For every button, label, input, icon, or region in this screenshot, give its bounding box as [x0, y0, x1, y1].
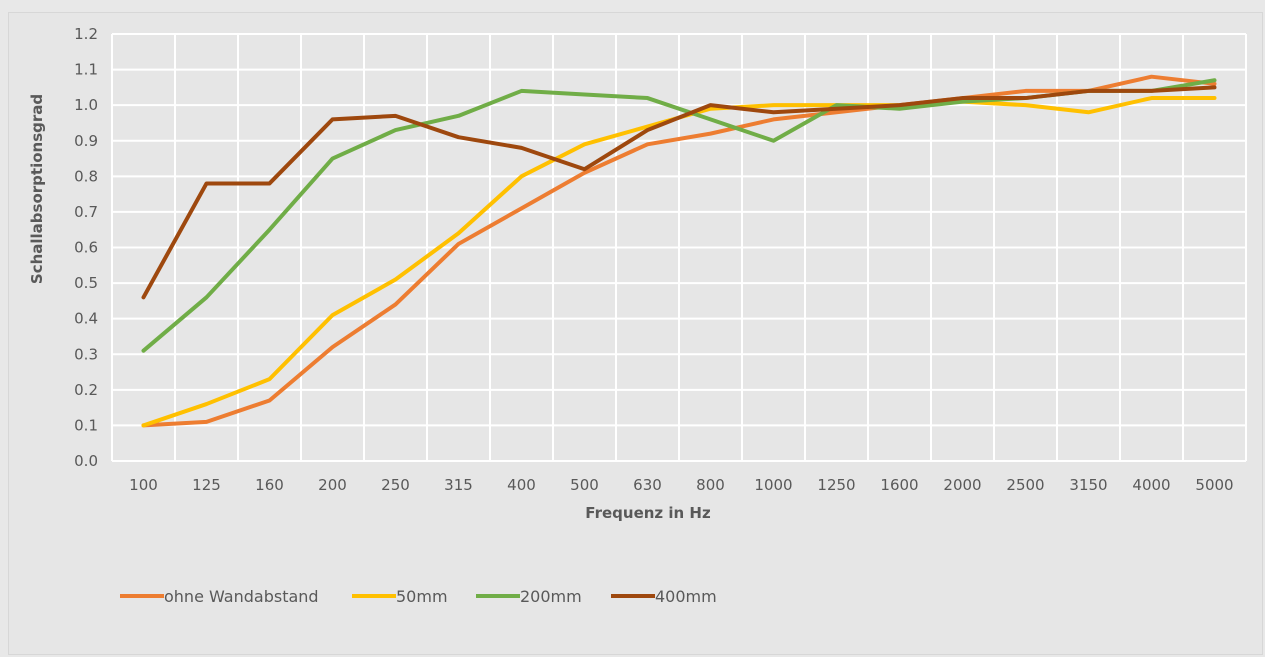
legend-label-2: 50mm — [396, 587, 448, 606]
x-tick-label: 315 — [444, 476, 473, 494]
x-tick-label: 5000 — [1195, 476, 1233, 494]
x-tick-label: 200 — [318, 476, 347, 494]
y-tick-label: 0.9 — [74, 132, 98, 150]
y-axis-ticks: 0.0 0.1 0.2 0.3 0.4 0.5 0.6 0.7 0.8 0.9 1.0 1.1 1.2 — [74, 25, 98, 470]
y-tick-label: 0.1 — [74, 416, 98, 434]
x-tick-label: 630 — [633, 476, 662, 494]
legend-label-1: ohne Wandabstand — [164, 587, 319, 606]
y-tick-label: 0.7 — [74, 203, 98, 221]
y-tick-label: 0.3 — [74, 345, 98, 363]
series-line-4 — [141, 85, 1217, 300]
x-tick-label: 125 — [192, 476, 221, 494]
x-axis-ticks: 100 125 160 200 250 315 400 500 630 800 1000 1250 16… — [129, 476, 1233, 494]
x-tick-label: 160 — [255, 476, 284, 494]
y-tick-label: 0.2 — [74, 381, 98, 399]
y-tick-label: 0.0 — [74, 452, 98, 470]
x-tick-label: 400 — [507, 476, 536, 494]
y-tick-label: 0.4 — [74, 310, 98, 328]
y-tick-label: 0.8 — [74, 167, 98, 185]
x-tick-label: 4000 — [1132, 476, 1170, 494]
x-tick-label: 500 — [570, 476, 599, 494]
x-tick-label: 1000 — [754, 476, 792, 494]
y-axis-title: Schallabsorptionsgrad — [28, 94, 46, 284]
y-tick-label: 0.6 — [74, 239, 98, 257]
x-tick-label: 1600 — [880, 476, 918, 494]
x-tick-label: 2500 — [1006, 476, 1044, 494]
y-tick-label: 1.1 — [74, 61, 98, 79]
legend-label-3: 200mm — [520, 587, 582, 606]
legend-label-4: 400mm — [655, 587, 717, 606]
x-tick-label: 800 — [696, 476, 725, 494]
y-tick-label: 1.2 — [74, 25, 98, 43]
x-tick-label: 100 — [129, 476, 158, 494]
x-tick-label: 250 — [381, 476, 410, 494]
series-lines — [141, 74, 1217, 428]
y-tick-label: 0.5 — [74, 274, 98, 292]
x-tick-label: 3150 — [1069, 476, 1107, 494]
legend: ohne Wandabstand 50mm 200mm 400mm — [120, 587, 717, 606]
x-tick-label: 2000 — [943, 476, 981, 494]
series-line-1 — [141, 74, 1217, 428]
gridlines — [111, 33, 1247, 462]
x-tick-label: 1250 — [817, 476, 855, 494]
y-tick-label: 1.0 — [74, 96, 98, 114]
x-axis-title: Frequenz in Hz — [585, 504, 711, 522]
